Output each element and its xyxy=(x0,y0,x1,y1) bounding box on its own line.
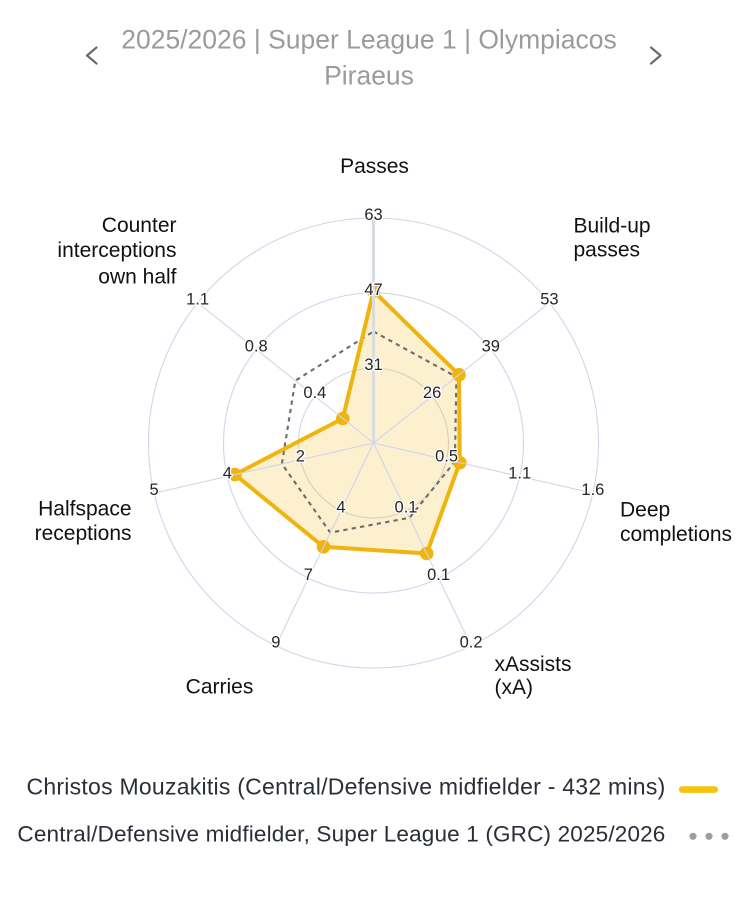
svg-text:receptions: receptions xyxy=(35,522,132,545)
svg-text:2: 2 xyxy=(296,448,305,466)
svg-text:9: 9 xyxy=(271,634,280,652)
svg-text:31: 31 xyxy=(364,356,382,374)
svg-text:Christos Mouzakitis (Central/D: Christos Mouzakitis (Central/Defensive m… xyxy=(26,774,665,800)
svg-text:Carries: Carries xyxy=(186,676,254,699)
svg-text:0.8: 0.8 xyxy=(245,338,268,356)
svg-text:0.2: 0.2 xyxy=(460,634,483,652)
svg-text:47: 47 xyxy=(364,281,382,299)
svg-text:26: 26 xyxy=(423,384,441,402)
svg-text:0.4: 0.4 xyxy=(303,384,326,402)
svg-text:7: 7 xyxy=(304,566,313,584)
svg-text:Build-up: Build-up xyxy=(574,215,651,238)
svg-text:Central/Defensive midfielder,: Central/Defensive midfielder, Super Leag… xyxy=(17,822,665,847)
svg-text:0.1: 0.1 xyxy=(395,499,418,517)
svg-text:1.1: 1.1 xyxy=(186,291,209,309)
svg-text:Counter: Counter xyxy=(102,214,177,237)
svg-text:5: 5 xyxy=(150,481,159,499)
svg-text:0.1: 0.1 xyxy=(427,566,450,584)
svg-text:4: 4 xyxy=(223,464,232,482)
svg-text:4: 4 xyxy=(336,499,345,517)
svg-text:own half: own half xyxy=(98,266,176,289)
svg-text:completions: completions xyxy=(620,523,732,546)
svg-text:Passes: Passes xyxy=(340,155,409,178)
svg-text:xAssists: xAssists xyxy=(495,653,572,676)
svg-text:39: 39 xyxy=(482,338,500,356)
svg-text:1.1: 1.1 xyxy=(508,464,531,482)
svg-text:passes: passes xyxy=(574,239,641,262)
svg-text:2025/2026 | Super League 1 | O: 2025/2026 | Super League 1 | Olympiacos xyxy=(121,25,617,55)
svg-text:1.6: 1.6 xyxy=(581,481,604,499)
svg-text:Halfspace: Halfspace xyxy=(38,498,131,521)
svg-text:0.5: 0.5 xyxy=(435,448,458,466)
svg-text:53: 53 xyxy=(540,291,558,309)
svg-text:(xA): (xA) xyxy=(495,676,534,699)
svg-text:63: 63 xyxy=(364,206,382,224)
svg-text:Piraeus: Piraeus xyxy=(324,61,414,91)
svg-text:interceptions: interceptions xyxy=(57,239,176,262)
svg-text:Deep: Deep xyxy=(620,499,670,522)
